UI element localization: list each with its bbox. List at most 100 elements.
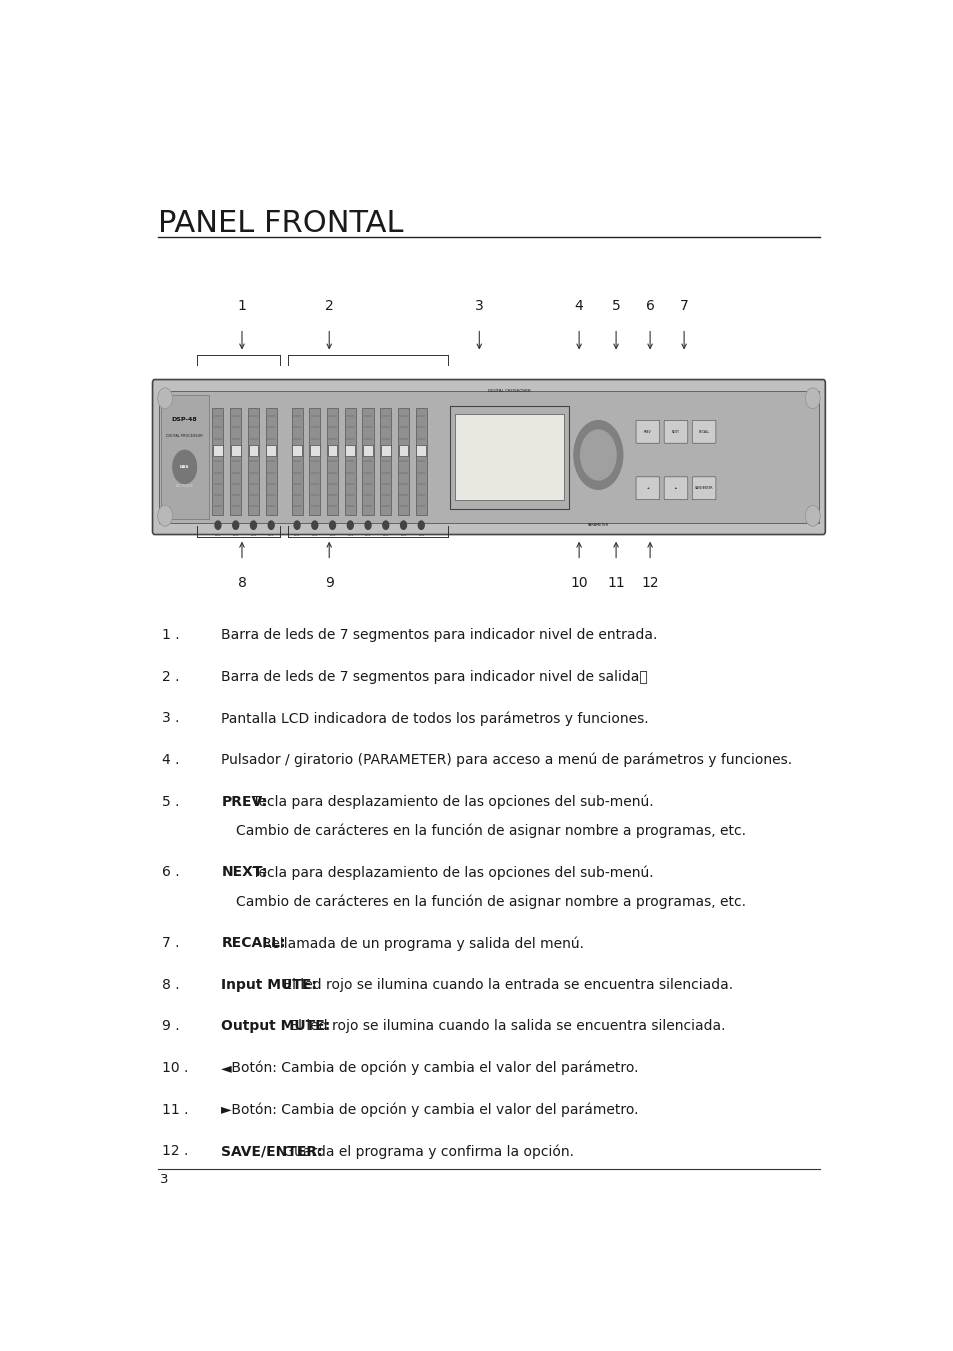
Circle shape: [804, 505, 820, 526]
Bar: [362, 408, 374, 515]
Bar: [328, 446, 337, 455]
Bar: [213, 408, 223, 515]
Text: ◄: ◄: [646, 486, 648, 490]
Circle shape: [172, 450, 196, 484]
FancyBboxPatch shape: [636, 477, 659, 500]
Bar: [231, 446, 240, 455]
Bar: [455, 413, 564, 500]
FancyBboxPatch shape: [663, 420, 687, 443]
Circle shape: [233, 521, 238, 530]
Text: 3: 3: [160, 1173, 169, 1186]
Text: El led rojo se ilumina cuando la entrada se encuentra silenciada.: El led rojo se ilumina cuando la entrada…: [279, 978, 733, 992]
Text: 2 .: 2 .: [162, 670, 179, 684]
Text: ◄: ◄: [221, 1061, 232, 1075]
Bar: [416, 408, 426, 515]
Text: Output MUTE:: Output MUTE:: [221, 1019, 330, 1034]
Text: 9 .: 9 .: [162, 1019, 179, 1034]
Bar: [230, 408, 241, 515]
Text: Guarda el programa y confirma la opción.: Guarda el programa y confirma la opción.: [279, 1144, 574, 1159]
Text: 12: 12: [640, 576, 659, 590]
Text: 6 .: 6 .: [162, 866, 179, 880]
Text: Input MUTE:: Input MUTE:: [221, 978, 316, 992]
Circle shape: [347, 521, 353, 530]
Text: ELECTRONICS: ELECTRONICS: [175, 484, 193, 488]
Circle shape: [268, 521, 274, 530]
Circle shape: [329, 521, 335, 530]
FancyBboxPatch shape: [692, 477, 715, 500]
Text: 1 .: 1 .: [162, 628, 179, 642]
Text: 11 .: 11 .: [162, 1102, 189, 1116]
Text: 7 .: 7 .: [162, 936, 179, 950]
Bar: [310, 446, 319, 455]
Circle shape: [251, 521, 256, 530]
Circle shape: [804, 388, 820, 408]
Bar: [292, 408, 302, 515]
Bar: [416, 446, 426, 455]
Text: 3: 3: [475, 299, 483, 313]
Bar: [266, 446, 275, 455]
Text: Rellamada de un programa y salida del menú.: Rellamada de un programa y salida del me…: [258, 936, 583, 951]
Text: Pantalla LCD indicadora de todos los parámetros y funciones.: Pantalla LCD indicadora de todos los par…: [221, 712, 648, 725]
Bar: [292, 446, 301, 455]
Text: SAVE/ENTER:: SAVE/ENTER:: [221, 1144, 322, 1158]
Text: El led rojo se ilumina cuando la salida se encuentra silenciada.: El led rojo se ilumina cuando la salida …: [284, 1019, 724, 1034]
Circle shape: [400, 521, 406, 530]
Bar: [363, 446, 373, 455]
Text: NEXT:: NEXT:: [221, 866, 267, 880]
Text: 2: 2: [325, 299, 334, 313]
Bar: [380, 446, 390, 455]
Text: Barra de leds de 7 segmentos para indicador nivel de salida。: Barra de leds de 7 segmentos para indica…: [221, 670, 647, 684]
Bar: [398, 446, 408, 455]
Text: 1: 1: [237, 299, 246, 313]
FancyBboxPatch shape: [152, 380, 824, 535]
Text: PARAMETER: PARAMETER: [587, 523, 608, 527]
Bar: [327, 408, 337, 515]
Circle shape: [214, 521, 221, 530]
Bar: [249, 446, 258, 455]
Circle shape: [365, 521, 371, 530]
Text: 9: 9: [324, 576, 334, 590]
Text: 5: 5: [611, 299, 619, 313]
Text: SAVE/ENTER: SAVE/ENTER: [694, 486, 713, 490]
Text: Pulsador / giratorio (PARAMETER) para acceso a menú de parámetros y funciones.: Pulsador / giratorio (PARAMETER) para ac…: [221, 753, 792, 767]
Circle shape: [580, 430, 616, 480]
Text: DAS: DAS: [180, 465, 190, 469]
Circle shape: [157, 388, 172, 408]
Circle shape: [294, 521, 299, 530]
Text: PREV: PREV: [643, 430, 651, 434]
Text: 10 .: 10 .: [162, 1061, 189, 1075]
Bar: [450, 405, 568, 508]
Text: 12 .: 12 .: [162, 1144, 189, 1158]
Text: PREV:: PREV:: [221, 794, 267, 809]
Bar: [344, 408, 355, 515]
Circle shape: [417, 521, 424, 530]
Text: Tecla para desplazamiento de las opciones del sub-menú.: Tecla para desplazamiento de las opcione…: [248, 866, 653, 880]
Text: PANEL FRONTAL: PANEL FRONTAL: [157, 209, 403, 238]
Text: 7: 7: [679, 299, 688, 313]
Text: Botón: Cambia de opción y cambia el valor del parámetro.: Botón: Cambia de opción y cambia el valo…: [226, 1102, 638, 1117]
Text: 6: 6: [645, 299, 654, 313]
Text: DSP-48: DSP-48: [172, 417, 197, 423]
Text: ►: ►: [674, 486, 677, 490]
Bar: [160, 394, 209, 519]
Bar: [380, 408, 391, 515]
Text: NEXT: NEXT: [671, 430, 679, 434]
Text: 4 .: 4 .: [162, 753, 179, 767]
Circle shape: [157, 505, 172, 526]
Text: 5 .: 5 .: [162, 794, 179, 809]
Text: 8 .: 8 .: [162, 978, 179, 992]
Circle shape: [382, 521, 388, 530]
Bar: [397, 408, 409, 515]
Text: RECALL: RECALL: [698, 430, 709, 434]
Text: Cambio de carácteres en la función de asignar nombre a programas, etc.: Cambio de carácteres en la función de as…: [235, 824, 745, 838]
Text: RECALL:: RECALL:: [221, 936, 286, 950]
Bar: [248, 408, 258, 515]
Bar: [345, 446, 355, 455]
Text: ►: ►: [221, 1102, 232, 1116]
Text: 4: 4: [574, 299, 583, 313]
Text: Tecla para desplazamiento de las opciones del sub-menú.: Tecla para desplazamiento de las opcione…: [248, 794, 653, 809]
Text: 3 .: 3 .: [162, 712, 179, 725]
Bar: [159, 390, 818, 523]
Text: DIGITAL CROSSOVER: DIGITAL CROSSOVER: [488, 389, 531, 393]
Text: 11: 11: [606, 576, 624, 590]
